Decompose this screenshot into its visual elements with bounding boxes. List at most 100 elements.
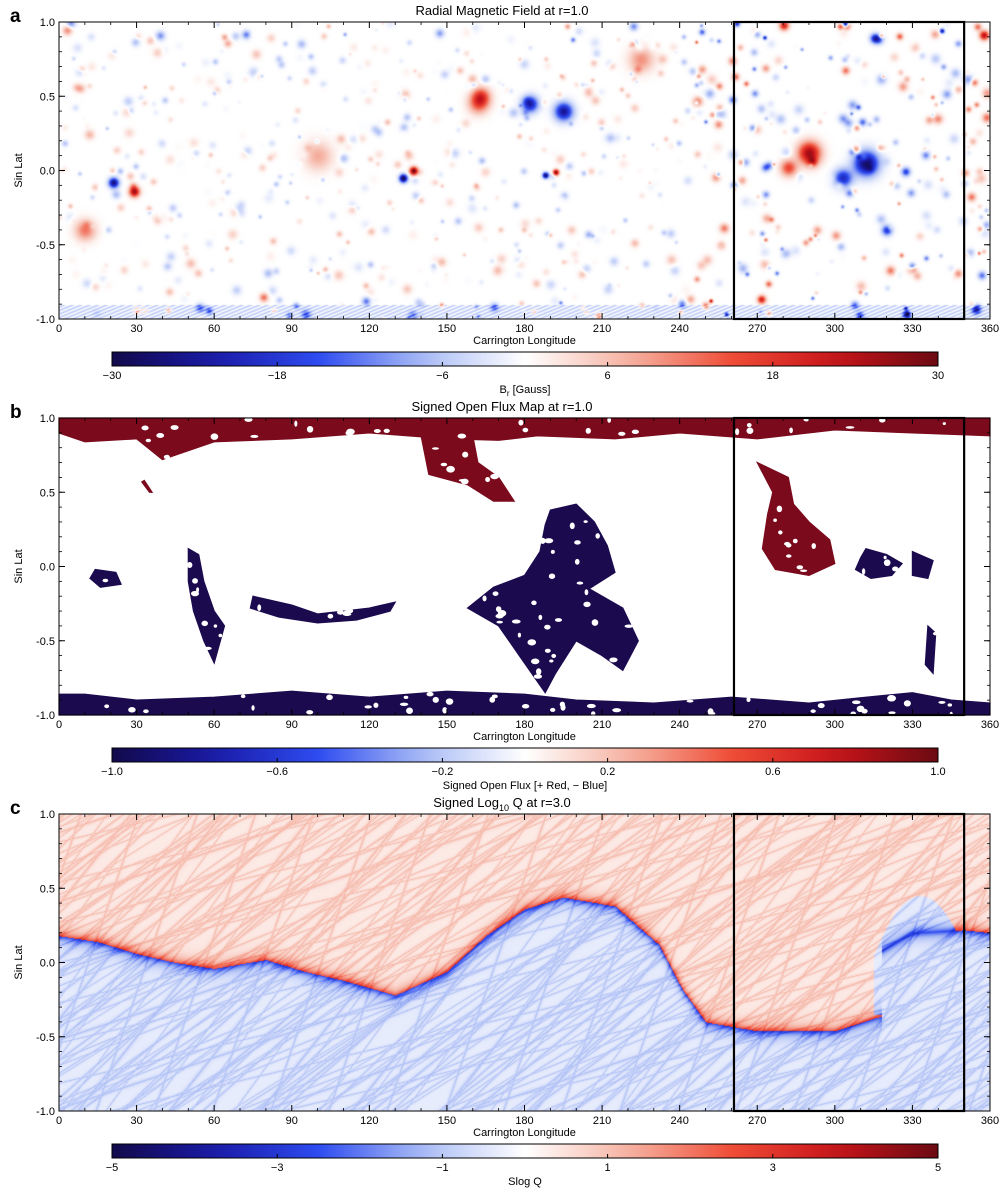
flux-cell-gap — [612, 708, 622, 713]
flux-cell-gap — [342, 612, 352, 616]
flux-cell-gap — [218, 633, 223, 638]
positive-open-flux-region — [140, 479, 154, 493]
flux-cell-gap — [257, 604, 262, 612]
colorbar-tick-label: 18 — [767, 370, 779, 382]
x-tick-label: 300 — [826, 719, 844, 731]
x-tick-label: 210 — [593, 719, 611, 731]
y-tick-label: -1.0 — [36, 314, 55, 326]
flux-cell-gap — [707, 708, 714, 715]
x-tick-label: 180 — [515, 719, 533, 731]
flux-cell-gap — [544, 648, 551, 653]
flux-cell-gap — [852, 700, 861, 705]
flux-cell-gap — [240, 694, 246, 699]
y-tick-label: 0.5 — [40, 883, 55, 895]
y-axis-label: Sin Lat — [13, 153, 25, 187]
negative-open-flux-region — [249, 595, 397, 624]
x-tick-label: 330 — [903, 323, 921, 335]
colorbar-tick-label: −0.6 — [266, 766, 288, 778]
flux-cell-gap — [796, 565, 804, 570]
flux-cell-gap — [431, 447, 439, 450]
flux-cell-gap — [511, 619, 521, 624]
flux-cell-gap — [786, 554, 792, 558]
negative-open-flux-region — [911, 550, 934, 580]
flux-cell-gap — [201, 620, 209, 627]
negative-open-flux-region — [466, 503, 639, 694]
x-tick-label: 0 — [56, 323, 62, 335]
colorbar-tick-label: −6 — [436, 370, 449, 382]
flux-cell-gap — [190, 590, 200, 597]
flux-cell-gap — [373, 429, 381, 434]
flux-cell-gap — [792, 538, 798, 544]
flux-cell-gap — [457, 433, 467, 439]
colorbar-tick-label: −1 — [436, 1162, 449, 1174]
negative-open-flux-region — [89, 568, 122, 588]
flux-cell-gap — [776, 505, 783, 513]
colorbar — [111, 351, 939, 367]
flux-cell-gap — [364, 705, 372, 709]
flux-cell-gap — [861, 708, 868, 714]
flux-cell-gap — [460, 478, 469, 485]
flux-cell-gap — [559, 701, 565, 708]
colorbar-tick-label: −1.0 — [101, 766, 123, 778]
flux-cell-gap — [735, 428, 740, 436]
chart-svg-slog-q: 0 30 60 90 120 150 180 210 240 270 300 330 360 -1.0 -0… — [10, 795, 999, 1188]
flux-cell-gap — [447, 467, 454, 473]
flux-cell-gap — [102, 578, 109, 583]
x-axis-label: Carrington Longitude — [473, 335, 576, 347]
colorbar-tick-label: 1.0 — [930, 766, 945, 778]
y-tick-label: 0.0 — [40, 166, 55, 178]
flux-cell-gap — [789, 427, 793, 434]
flux-cell-gap — [522, 427, 529, 433]
open-flux-background — [59, 418, 990, 715]
flux-cell-gap — [888, 711, 896, 715]
flux-cell-gap — [373, 702, 379, 708]
flux-cell-gap — [539, 537, 546, 544]
x-tick-label: 60 — [208, 323, 220, 335]
x-tick-label: 0 — [56, 1115, 62, 1127]
flux-cell-gap — [440, 462, 448, 467]
negative-open-flux-region — [854, 547, 904, 580]
chart-title: Signed Open Flux Map at r=1.0 — [411, 399, 592, 414]
chart-panel-radial-field: 0 30 60 90 120 150 180 210 240 270 300 330 360 -1.0 -0… — [0, 0, 1005, 396]
flux-cell-gap — [482, 595, 487, 602]
flux-cell-gap — [326, 694, 333, 701]
y-tick-label: -1.0 — [36, 710, 55, 722]
x-tick-label: 150 — [438, 1115, 456, 1127]
flux-cell-gap — [538, 614, 543, 621]
slog-q-map — [59, 814, 990, 1111]
flux-cell-gap — [746, 427, 754, 434]
flux-cell-gap — [590, 711, 596, 717]
flux-cell-gap — [574, 540, 581, 545]
flux-cell-gap — [584, 589, 589, 596]
flux-cell-gap — [345, 430, 354, 436]
colorbar-label: Signed Open Flux [+ Red, − Blue] — [443, 780, 608, 792]
y-tick-label: 1.0 — [40, 413, 55, 425]
flux-cell-gap — [347, 608, 354, 614]
x-tick-label: 360 — [981, 719, 999, 731]
x-tick-label: 90 — [286, 1115, 298, 1127]
radial-field-map — [59, 22, 990, 319]
y-tick-label: 0.0 — [40, 562, 55, 574]
flux-cell-gap — [595, 533, 600, 539]
flux-cell-gap — [583, 520, 588, 523]
x-tick-label: 0 — [56, 719, 62, 731]
flux-cell-gap — [618, 431, 626, 436]
colorbar-tick-label: −0.2 — [432, 766, 454, 778]
flux-cell-gap — [591, 619, 599, 626]
flux-cell-gap — [336, 610, 344, 615]
flux-cell-gap — [778, 530, 783, 535]
colorbar-label: Slog Q — [508, 1176, 542, 1188]
y-tick-label: 1.0 — [40, 809, 55, 821]
flux-cell-gap — [548, 573, 556, 579]
flux-cell-gap — [785, 543, 792, 548]
positive-open-flux-region — [58, 417, 991, 461]
flux-cell-gap — [489, 696, 496, 703]
flux-cell-gap — [544, 624, 551, 630]
flux-cell-gap — [170, 425, 179, 430]
panel-letter: c — [10, 798, 21, 819]
colorbar-tick-label: 5 — [935, 1162, 941, 1174]
flux-cell-gap — [533, 674, 543, 679]
x-tick-label: 90 — [286, 323, 298, 335]
flux-cell-gap — [490, 473, 499, 480]
x-tick-label: 330 — [903, 719, 921, 731]
